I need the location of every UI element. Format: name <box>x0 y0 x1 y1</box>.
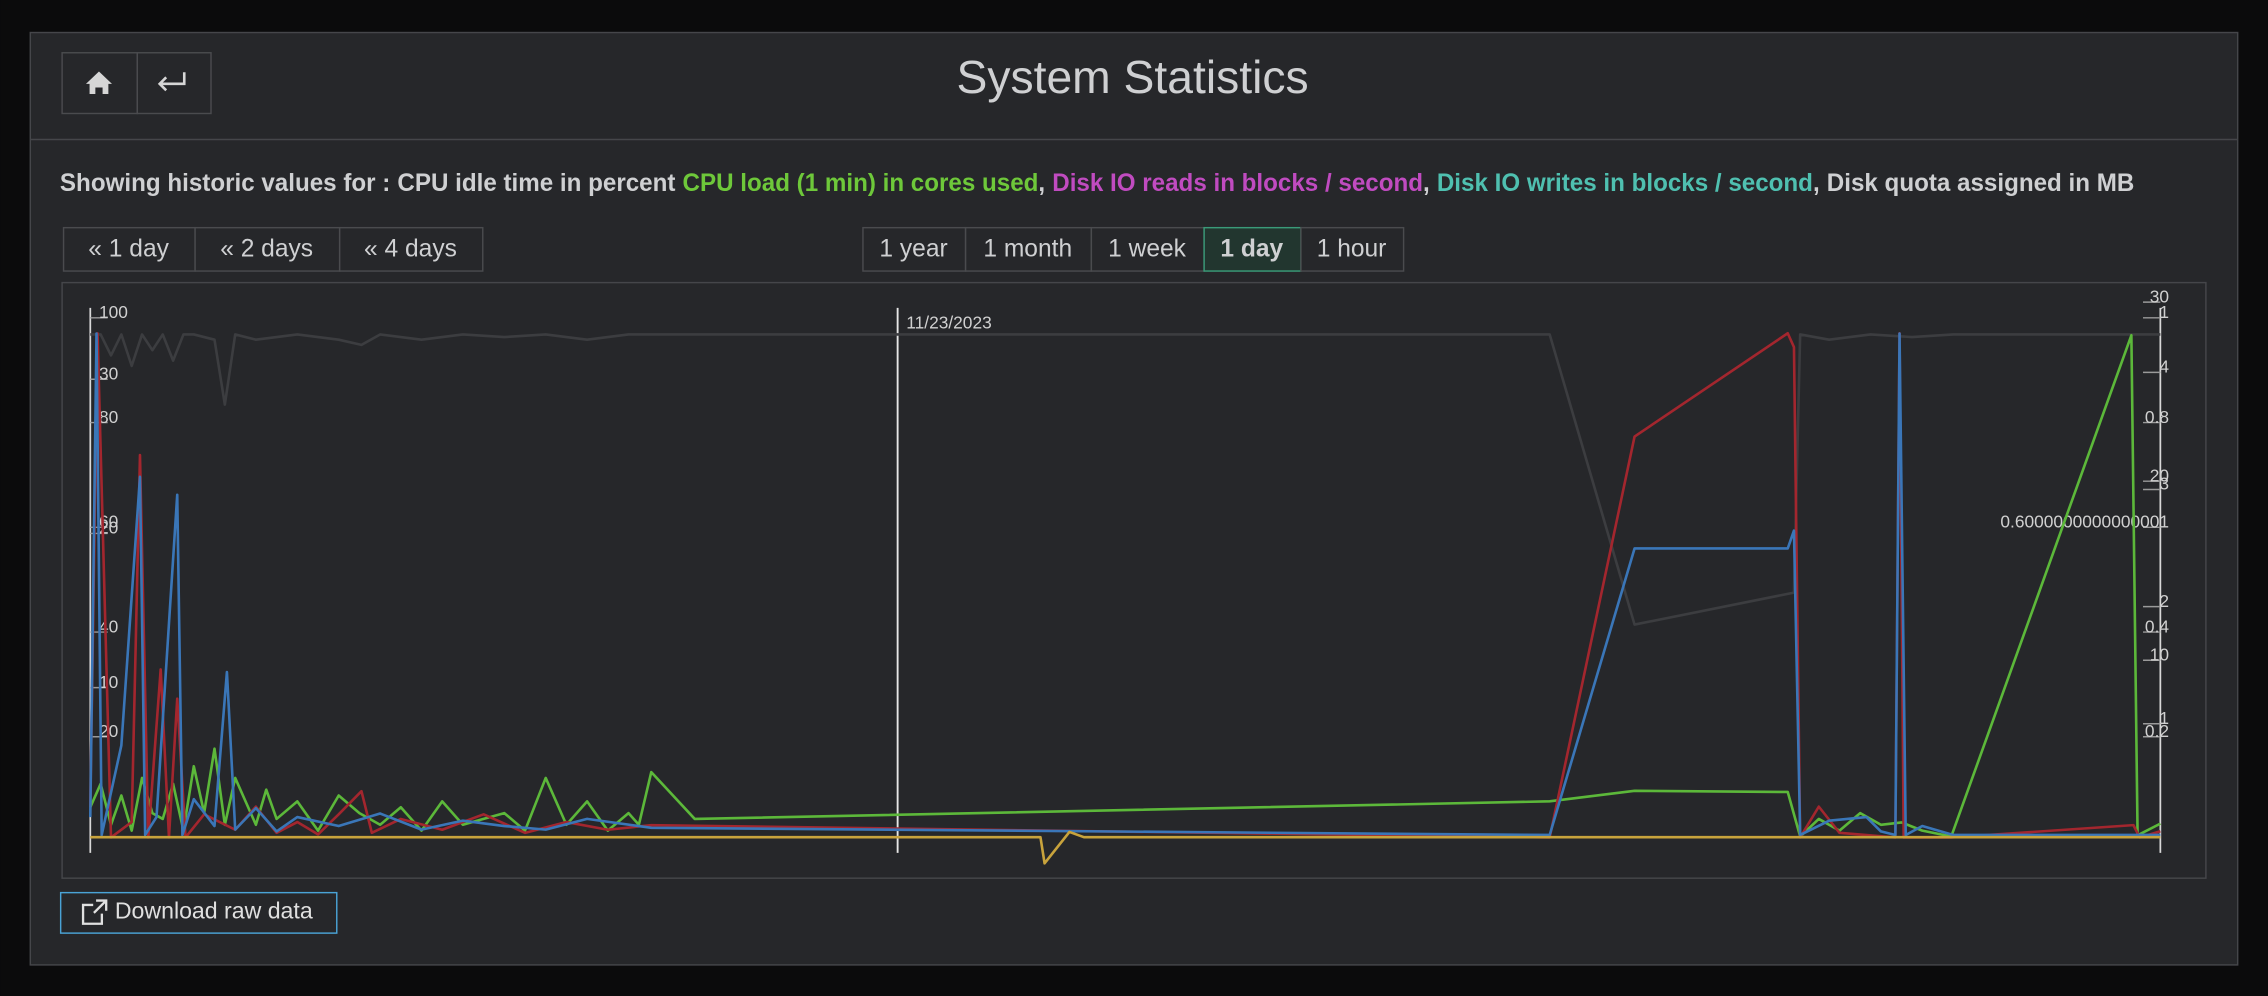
y-tick-label: 10 <box>2150 644 2169 664</box>
download-button-frame[interactable] <box>59 891 338 934</box>
y-tick-label: 30 <box>99 363 118 383</box>
separator: , <box>1813 171 1820 198</box>
y-tick-label: 80 <box>99 407 118 427</box>
series-line <box>90 333 2161 626</box>
description-prefix: Showing historic values for : <box>60 171 390 198</box>
home-button[interactable] <box>61 52 138 115</box>
range-button-frame[interactable] <box>964 226 1093 272</box>
y-tick-label: 4 <box>2159 357 2169 377</box>
y-tick-label: 0.6000000000000001 <box>2000 512 2169 532</box>
y-tick-label: 100 <box>99 302 128 322</box>
series-line <box>88 331 2161 839</box>
y-tick-label: 30 <box>2150 286 2169 306</box>
download-button[interactable]: Download raw data <box>59 891 338 934</box>
range-button[interactable]: « 4 days <box>338 226 484 272</box>
range-button-label[interactable]: 1 week <box>1108 236 1187 263</box>
y-tick-label: 2 <box>2159 591 2169 611</box>
legend-entry: Disk quota assigned in MB <box>1827 171 2135 198</box>
range-button-label[interactable]: « 2 days <box>220 236 313 263</box>
range-button-label[interactable]: 1 year <box>879 236 947 263</box>
legend-entry: Disk IO reads in blocks / second <box>1052 171 1423 198</box>
legend-entry: CPU load (1 min) in cores used <box>683 171 1039 198</box>
y-tick-label: 20 <box>2150 465 2169 485</box>
external-link-icon <box>81 899 108 925</box>
range-buttons: « 1 day « 2 days « 4 days 1 year 1 month 1 we… <box>62 226 1405 272</box>
back-icon <box>157 72 186 92</box>
series-line <box>88 332 2161 837</box>
range-button-frame[interactable] <box>62 226 196 272</box>
range-button-label[interactable]: 1 hour <box>1317 236 1387 263</box>
separator: , <box>1038 171 1045 198</box>
y-tick-label: 0.4 <box>2145 616 2169 636</box>
chart-frame <box>61 281 2207 879</box>
back-button[interactable] <box>136 52 212 115</box>
y-tick-label: 40 <box>99 616 118 636</box>
separator: , <box>1423 171 1430 198</box>
page-title: System Statistics <box>957 51 1309 103</box>
series-line <box>90 830 2161 865</box>
y-tick-label: 1 <box>2159 708 2169 728</box>
legend-entry: CPU idle time in percent <box>397 171 675 198</box>
range-button-frame[interactable] <box>194 226 341 272</box>
range-button-label[interactable]: 1 month <box>983 236 1072 263</box>
range-button-frame[interactable] <box>1203 226 1302 272</box>
day-marker-label: 11/23/2023 <box>906 312 991 332</box>
range-button[interactable]: « 1 day <box>62 226 196 272</box>
y-tick-label: 10 <box>99 672 118 692</box>
chart: 204060801001020301020300.20.40.600000000… <box>88 286 2169 865</box>
range-button-frame[interactable] <box>862 226 967 272</box>
range-button-label[interactable]: « 1 day <box>88 236 169 263</box>
range-button[interactable]: 1 hour <box>1300 226 1405 272</box>
legend-entry: Disk IO writes in blocks / second <box>1437 171 1813 198</box>
y-tick-label: 1 <box>2159 302 2169 322</box>
range-button[interactable]: 1 day <box>1203 226 1302 272</box>
range-button-frame[interactable] <box>1300 226 1405 272</box>
range-button-label[interactable]: 1 day <box>1220 236 1283 263</box>
range-button-frame[interactable] <box>338 226 484 272</box>
range-button[interactable]: 1 month <box>964 226 1093 272</box>
y-tick-label: 0.8 <box>2145 407 2169 427</box>
y-tick-label: 3 <box>2159 474 2169 494</box>
range-button[interactable]: 1 week <box>1090 226 1205 272</box>
range-button[interactable]: « 2 days <box>194 226 341 272</box>
download-label[interactable]: Download raw data <box>115 897 313 923</box>
series-description: Showing historic values for : CPU idle ti… <box>60 171 2134 198</box>
range-button[interactable]: 1 year <box>862 226 967 272</box>
home-icon <box>85 71 112 94</box>
range-button-label[interactable]: « 4 days <box>364 236 457 263</box>
y-tick-label: 0.2 <box>2145 721 2169 741</box>
